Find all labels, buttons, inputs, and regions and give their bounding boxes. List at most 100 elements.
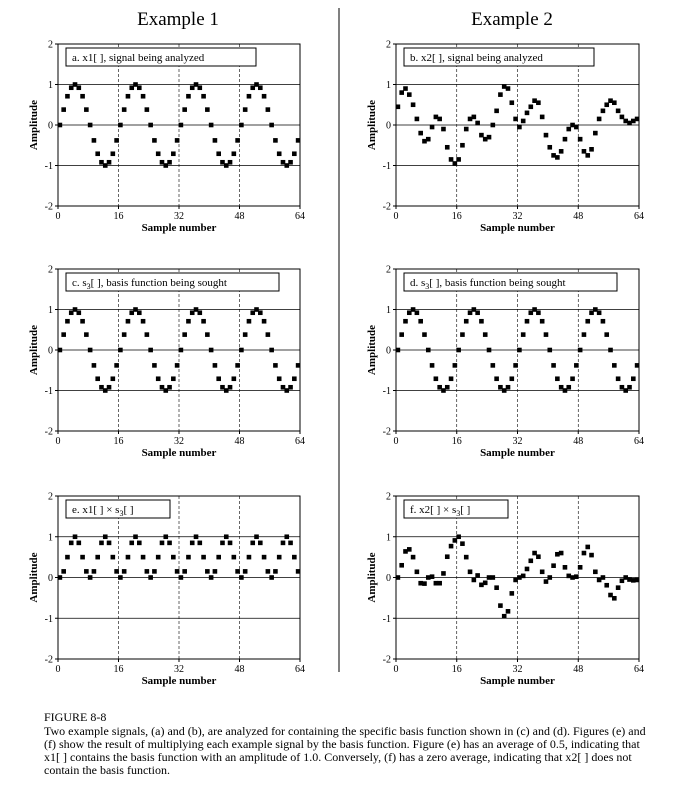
data-point: [273, 138, 278, 143]
data-point: [140, 318, 146, 324]
y-tick-label: -1: [383, 614, 391, 625]
data-point: [615, 108, 621, 114]
data-point: [106, 384, 112, 390]
data-point: [110, 376, 116, 382]
data-point: [551, 563, 556, 568]
data-point: [136, 540, 142, 546]
data-point: [505, 86, 511, 91]
data-point: [182, 569, 187, 574]
data-point: [148, 347, 153, 353]
data-point: [448, 157, 454, 162]
data-point: [429, 363, 435, 368]
data-point: [201, 554, 206, 560]
data-point: [246, 554, 252, 560]
y-tick-label: 1: [386, 532, 391, 543]
data-point: [501, 613, 507, 619]
data-point: [159, 159, 165, 165]
data-point: [475, 573, 480, 578]
data-point: [227, 384, 233, 390]
x-axis-label: Sample number: [480, 447, 555, 459]
data-point: [87, 575, 93, 580]
data-point: [227, 159, 233, 165]
data-point: [125, 93, 131, 99]
data-point: [76, 540, 82, 546]
data-point: [231, 376, 237, 382]
data-point: [532, 98, 537, 103]
data-point: [257, 85, 263, 91]
data-point: [99, 159, 104, 165]
data-point: [72, 534, 78, 540]
data-point: [102, 388, 108, 393]
column-title-example-1: Example 1: [137, 9, 219, 30]
data-point: [482, 580, 488, 586]
data-point: [482, 332, 488, 337]
data-point: [422, 581, 427, 586]
data-point: [501, 388, 507, 393]
data-point: [163, 388, 169, 393]
x-tick-label: 0: [56, 436, 61, 447]
data-point: [494, 585, 499, 590]
data-point: [84, 107, 89, 112]
data-point: [65, 554, 70, 560]
data-point: [589, 310, 594, 316]
data-point: [566, 126, 572, 132]
data-point: [490, 575, 496, 580]
data-point: [171, 376, 176, 382]
chart-panel-b: -2 -1 0 1 2 0 16 32 48 64 Sample number Amplitude b.…: [366, 40, 644, 235]
data-point: [106, 540, 112, 546]
data-point: [486, 575, 492, 580]
data-point: [585, 544, 591, 550]
data-point: [619, 384, 625, 390]
data-point: [520, 573, 526, 579]
data-point: [121, 569, 127, 574]
data-point: [110, 554, 116, 560]
data-point: [125, 554, 131, 560]
data-point: [574, 124, 579, 130]
data-point: [596, 577, 602, 583]
data-point: [235, 138, 240, 143]
data-point: [284, 388, 290, 393]
data-point: [577, 347, 583, 353]
data-point: [61, 332, 66, 337]
data-point: [189, 540, 195, 546]
data-point: [174, 569, 180, 574]
data-point: [623, 388, 629, 393]
data-point: [619, 578, 625, 584]
data-point: [494, 108, 499, 114]
data-point: [532, 307, 537, 312]
y-tick-label: 1: [48, 305, 53, 316]
data-point: [231, 554, 237, 560]
chart-panel-d: -2 -1 0 1 2 0 16 32 48 64 Sample number Amplitude d.…: [366, 265, 644, 460]
data-point: [129, 540, 135, 546]
x-tick-label: 32: [174, 664, 184, 675]
data-point: [216, 151, 222, 157]
caption-title: FIGURE 8-8: [44, 710, 107, 724]
data-point: [619, 114, 625, 120]
data-point: [528, 310, 534, 316]
data-point: [414, 569, 420, 575]
data-point: [608, 98, 613, 103]
data-point: [239, 347, 244, 353]
data-point: [517, 124, 522, 130]
data-point: [471, 577, 477, 583]
data-point: [441, 126, 446, 132]
data-point: [410, 307, 416, 312]
data-point: [528, 104, 534, 110]
data-point: [441, 571, 446, 576]
data-point: [72, 82, 78, 87]
data-point: [129, 85, 135, 91]
data-point: [205, 107, 210, 112]
data-point: [463, 126, 469, 132]
data-point: [536, 100, 541, 106]
y-tick-label: -2: [383, 655, 391, 666]
data-point: [460, 332, 465, 337]
data-point: [627, 577, 632, 582]
data-point: [403, 86, 408, 91]
data-point: [406, 547, 412, 552]
data-point: [570, 122, 575, 128]
panel-label: f. x2[ ] × s3[ ]: [410, 504, 470, 518]
data-point: [543, 579, 549, 584]
data-point: [220, 384, 225, 390]
x-tick-label: 16: [114, 436, 124, 447]
data-point: [87, 122, 93, 128]
